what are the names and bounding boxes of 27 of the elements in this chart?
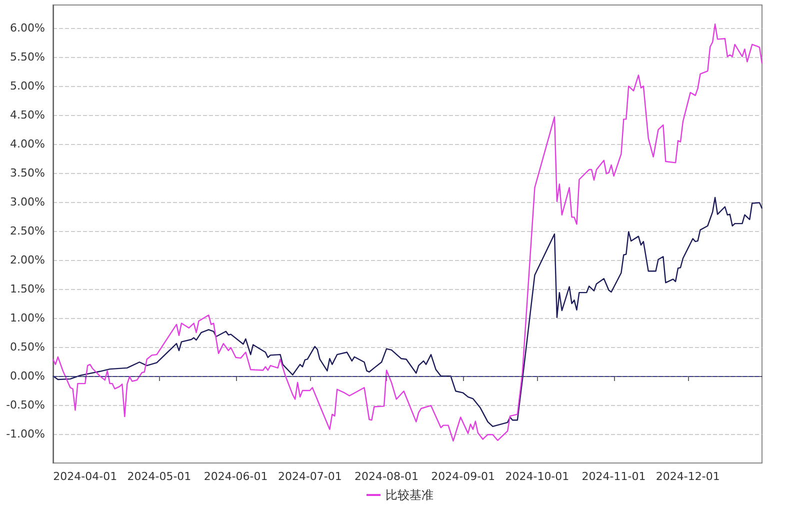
x-tick-label: 2024-11-01 (582, 470, 646, 483)
x-tick-label: 2024-09-01 (431, 470, 496, 483)
line-series (52, 196, 763, 428)
y-tick-label: 3.00% (10, 196, 45, 209)
x-tick-label: 2024-07-01 (278, 470, 342, 483)
x-tick-label: 2024-08-01 (354, 470, 418, 483)
x-tick-label: 2024-10-01 (505, 470, 570, 483)
y-tick-label: 2.50% (10, 224, 45, 238)
y-tick-label: 1.50% (10, 282, 45, 296)
y-tick-label: 5.00% (10, 80, 45, 93)
y-tick-label: 3.50% (10, 166, 45, 180)
x-tick-label: 2024-12-01 (656, 470, 720, 483)
y-tick-label: -0.50% (6, 398, 45, 412)
line-series (52, 24, 763, 442)
y-tick-label: 0.00% (10, 370, 45, 383)
y-tick-label: 5.50% (10, 50, 45, 64)
x-tick-label: 2024-04-01 (53, 470, 118, 483)
x-tick-label: 2024-05-01 (127, 470, 192, 483)
y-tick-label: 4.00% (10, 138, 45, 151)
y-tick-label: 2.00% (10, 254, 45, 267)
y-tick-label: 4.50% (10, 108, 45, 122)
y-tick-label: -1.00% (6, 428, 45, 441)
legend-label: 比较基准 (386, 488, 434, 502)
x-tick-label: 2024-06-01 (204, 470, 268, 483)
y-tick-label: 6.00% (10, 22, 45, 35)
y-tick-label: 0.50% (10, 340, 45, 354)
y-tick-label: 1.00% (10, 312, 45, 325)
